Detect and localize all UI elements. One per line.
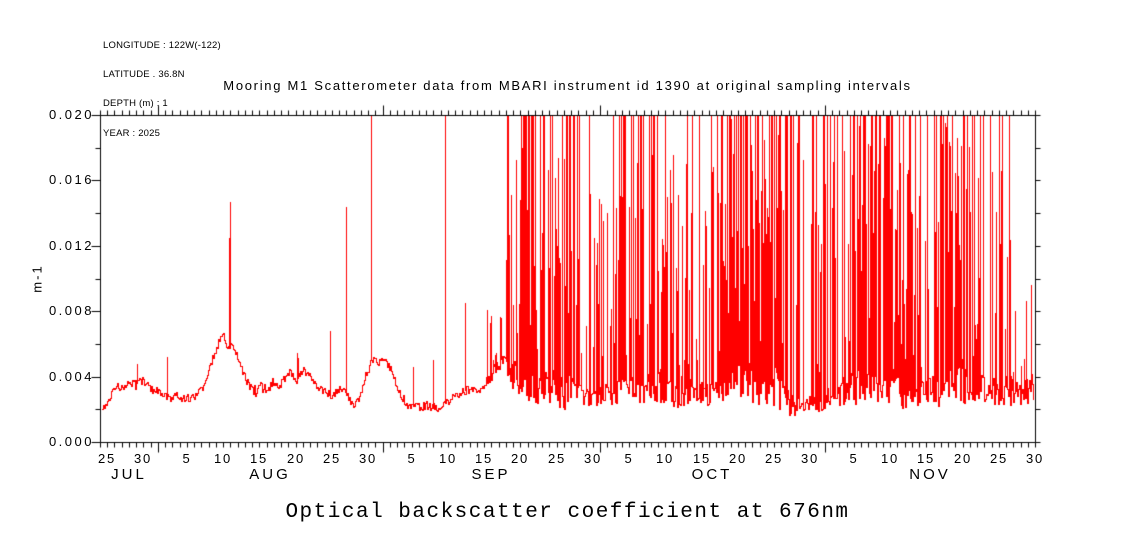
x-tick-label: 30 [583,451,603,466]
x-tick-label: 25 [322,451,342,466]
month-label: SEP [471,466,511,483]
x-tick-label: 20 [953,451,973,466]
x-tick-label: 5 [182,451,192,466]
x-tick-label: 15 [692,451,712,466]
x-tick-label: 25 [547,451,567,466]
x-tick-label: 15 [474,451,494,466]
month-label: NOV [909,466,951,483]
x-tick-label: 10 [880,451,900,466]
y-tick-label: 0.012 [48,238,94,253]
chart-title: Mooring M1 Scatterometer data from MBARI… [223,78,912,93]
x-tick-label: 5 [849,451,859,466]
x-tick-label: 10 [213,451,233,466]
x-tick-label: 25 [764,451,784,466]
station-metadata-block: LONGITUDE : 122W(-122) LATITUDE . 36.8N … [103,21,221,158]
metadata-year: YEAR : 2025 [103,127,161,139]
x-tick-label: 30 [358,451,378,466]
month-label: AUG [249,466,291,483]
x-tick-label: 20 [286,451,306,466]
y-tick-label: 0.020 [48,107,94,122]
x-tick-label: 30 [133,451,153,466]
month-label: JUL [111,466,147,483]
x-tick-label: 15 [249,451,269,466]
y-tick-label: 0.016 [48,172,94,187]
metadata-latitude: LATITUDE . 36.8N [103,68,185,80]
metadata-depth: DEPTH (m) : 1 [103,98,168,110]
x-tick-label: 5 [624,451,634,466]
x-tick-label: 10 [438,451,458,466]
month-label: OCT [691,466,733,483]
y-axis-label: m-1 [29,264,45,293]
figure-caption: Optical backscatter coefficient at 676nm [285,501,850,524]
x-tick-label: 20 [728,451,748,466]
y-tick-label: 0.000 [48,434,94,449]
y-tick-label: 0.004 [48,369,94,384]
x-tick-label: 30 [800,451,820,466]
metadata-longitude: LONGITUDE : 122W(-122) [103,39,221,51]
x-tick-label: 20 [510,451,530,466]
x-tick-label: 5 [407,451,417,466]
x-tick-label: 15 [916,451,936,466]
x-tick-label: 30 [1025,451,1045,466]
x-tick-label: 10 [655,451,675,466]
x-tick-label: 25 [989,451,1009,466]
x-tick-label: 25 [97,451,117,466]
y-tick-label: 0.008 [48,303,94,318]
